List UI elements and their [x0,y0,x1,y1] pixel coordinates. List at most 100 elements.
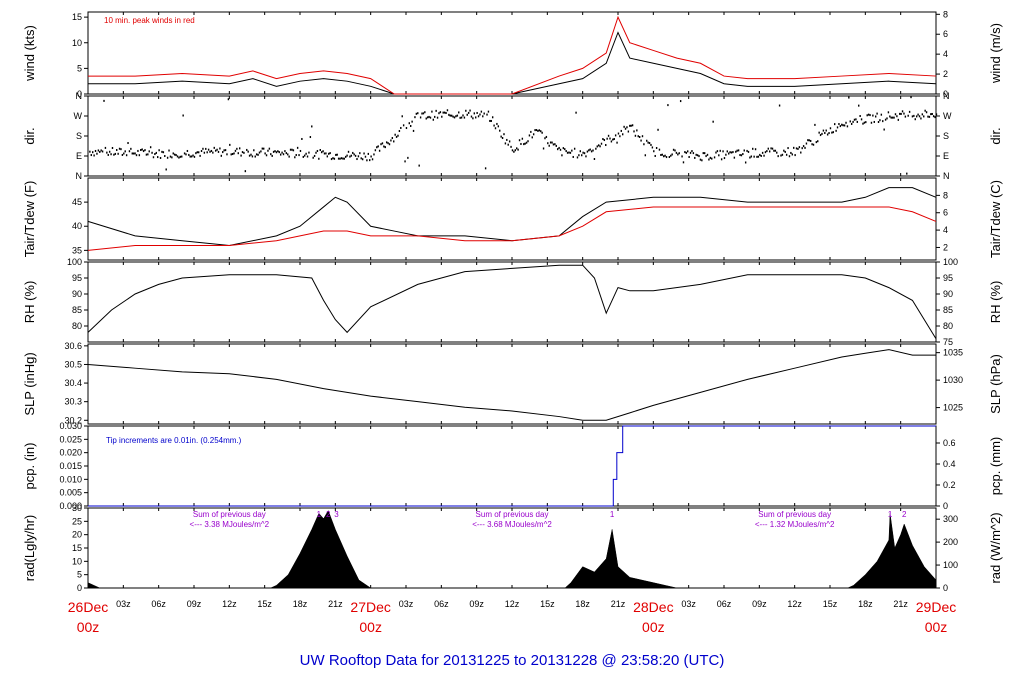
dir-point [158,149,160,152]
dir-point [911,115,914,118]
dir-point [555,144,557,147]
dir-point [169,155,172,158]
dir-point [654,154,656,157]
dir-point [882,120,884,123]
dir-point [482,115,484,118]
dir-point [323,152,326,155]
x-hour-label: 03z [116,599,131,609]
dir-point [754,148,757,151]
dir-point [141,148,143,151]
dir-point [623,125,625,128]
dir-point [195,152,197,155]
dir-point [251,155,254,158]
dir-point [477,115,480,118]
rh-ytick-label: 85 [72,305,82,315]
dir-point [202,147,204,150]
dir-point [566,151,569,154]
dir-point [422,112,425,115]
dir-point [401,115,403,118]
dir-point [651,146,654,149]
dir-point [757,155,760,158]
dir-point [576,156,579,159]
dir-point [412,129,415,132]
wind-ytick-right-label: 2 [943,69,948,79]
dir-point [452,115,454,118]
dir-point [818,131,820,134]
dir-ytick-label: N [76,91,83,101]
dir-point [458,111,460,114]
dir-point [493,124,495,127]
pcp-ytick-right-label: 0 [943,501,948,511]
dir-point [288,155,290,158]
slp-ytick-right-label: 1030 [943,375,963,385]
dir-point [548,144,550,147]
x-hour-label: 15z [540,599,555,609]
dir-point [347,150,350,153]
dir-point [760,154,762,157]
dir-point [166,156,169,159]
dir-point [268,147,271,150]
footer-title: UW Rooftop Data for 20131225 to 20131228… [300,652,725,669]
dir-ytick-label: W [74,111,83,121]
dir-point [344,155,347,158]
rh-ytick-label: 95 [72,273,82,283]
x-day-hour-label: 00z [359,619,382,635]
dir-point [107,153,109,156]
rad-right-label: rad (W/m^2) [988,512,1003,583]
dir-point [200,150,203,153]
dir-point [664,154,666,157]
dir-point [364,155,367,158]
dir-point [124,150,126,153]
dir-point [475,116,477,119]
dir-point [339,157,341,160]
dir-point [442,111,444,114]
dir-point [832,131,834,134]
dir-point [111,146,114,149]
dir-point [429,116,432,119]
dir-point [672,148,675,151]
dir-point [573,147,576,150]
dir-ytick-right-label: W [943,111,952,121]
rad-peak-marker: 2 [902,510,907,519]
dir-point [703,152,706,155]
dir-point [462,114,464,117]
dir-point [809,139,812,142]
dir-point [671,153,673,156]
dir-point [541,131,543,134]
dir-point [805,142,808,145]
x-hour-label: 21z [611,599,626,609]
wind-ytick-right-label: 6 [943,29,948,39]
dir-point [935,113,938,116]
dir-point [634,134,637,137]
dir-point [127,142,129,145]
dir-point [135,154,138,157]
dir-point [589,148,591,151]
dir-point [438,112,440,115]
dir-point [414,116,416,119]
temp-ytick-label: 45 [72,197,82,207]
dir-point [620,129,622,132]
rh-ytick-right-label: 80 [943,321,953,331]
dir-point [206,151,208,154]
dir-point [559,148,562,151]
dir-point [142,150,145,153]
dir-point [367,152,370,155]
dir-point [106,151,108,154]
dir-point [192,154,194,157]
dir-point [746,149,748,152]
dir-point [767,147,769,150]
slp-ytick-label: 30.3 [64,397,82,407]
wind-ytick-label: 0 [77,89,82,99]
dir-point [855,118,857,121]
dir-point [650,143,652,146]
x-hour-label: 18z [293,599,308,609]
dir-point [497,125,500,128]
dir-point [188,153,190,156]
dir-point [554,143,556,146]
rad-left-label: rad(Lgly/hr) [22,515,37,581]
dir-point [326,155,329,158]
dir-point [220,154,223,157]
dir-point [753,155,755,158]
dir-point [405,127,408,130]
dir-point [696,154,699,157]
